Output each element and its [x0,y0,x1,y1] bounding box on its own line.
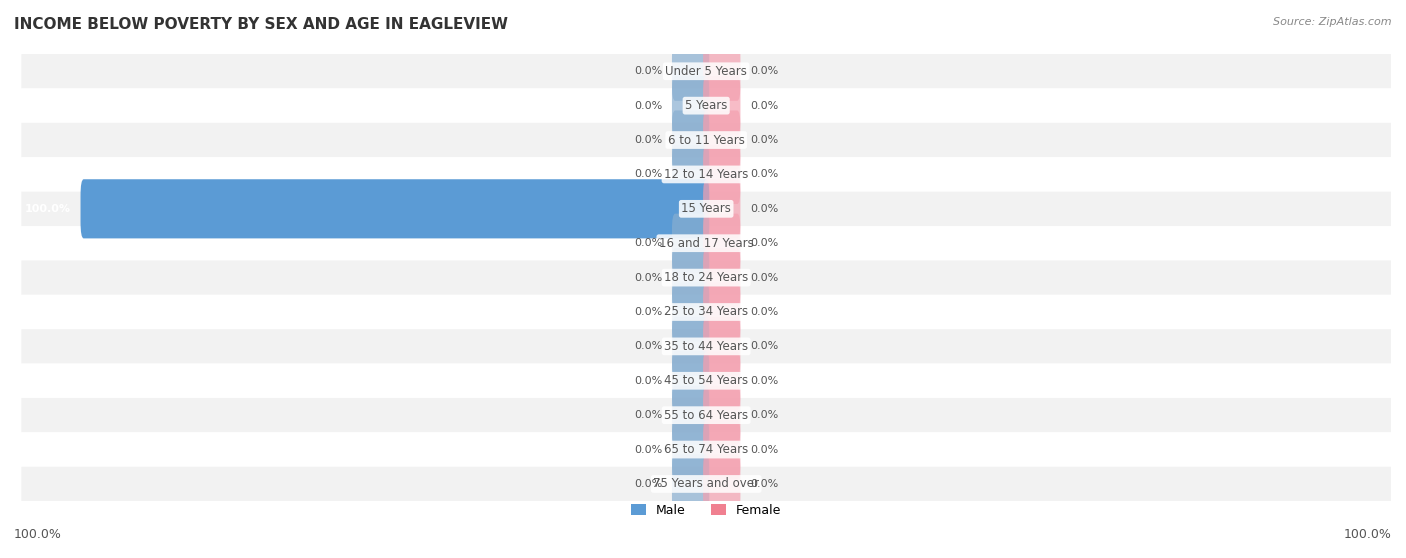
FancyBboxPatch shape [672,110,709,170]
Text: 65 to 74 Years: 65 to 74 Years [664,443,748,456]
FancyBboxPatch shape [21,398,1391,432]
FancyBboxPatch shape [21,54,1391,89]
FancyBboxPatch shape [21,466,1391,501]
FancyBboxPatch shape [703,42,741,101]
Text: 45 to 54 Years: 45 to 54 Years [664,374,748,387]
FancyBboxPatch shape [672,248,709,307]
Text: 0.0%: 0.0% [634,66,662,76]
FancyBboxPatch shape [21,295,1391,329]
Text: 0.0%: 0.0% [749,307,778,317]
FancyBboxPatch shape [703,317,741,376]
Text: 0.0%: 0.0% [749,100,778,110]
Text: 0.0%: 0.0% [634,376,662,386]
Text: 0.0%: 0.0% [749,445,778,455]
FancyBboxPatch shape [672,454,709,513]
FancyBboxPatch shape [703,214,741,273]
Text: 0.0%: 0.0% [749,341,778,352]
Text: 0.0%: 0.0% [634,341,662,352]
Text: 0.0%: 0.0% [634,410,662,420]
Text: 0.0%: 0.0% [634,135,662,145]
Text: 12 to 14 Years: 12 to 14 Years [664,168,748,181]
Text: 75 Years and over: 75 Years and over [654,478,759,490]
FancyBboxPatch shape [672,214,709,273]
FancyBboxPatch shape [703,386,741,445]
FancyBboxPatch shape [21,364,1391,398]
FancyBboxPatch shape [672,386,709,445]
Text: 6 to 11 Years: 6 to 11 Years [668,133,745,147]
Text: 0.0%: 0.0% [749,376,778,386]
Text: 35 to 44 Years: 35 to 44 Years [664,340,748,353]
FancyBboxPatch shape [80,179,709,238]
Legend: Male, Female: Male, Female [626,499,786,522]
Text: 0.0%: 0.0% [634,273,662,282]
FancyBboxPatch shape [21,432,1391,466]
Text: 0.0%: 0.0% [749,238,778,248]
FancyBboxPatch shape [672,351,709,410]
Text: 0.0%: 0.0% [749,135,778,145]
Text: 16 and 17 Years: 16 and 17 Years [659,237,754,250]
Text: 0.0%: 0.0% [634,170,662,180]
Text: Source: ZipAtlas.com: Source: ZipAtlas.com [1274,17,1392,27]
FancyBboxPatch shape [703,282,741,341]
Text: 15 Years: 15 Years [682,203,731,215]
Text: 0.0%: 0.0% [634,238,662,248]
Text: 18 to 24 Years: 18 to 24 Years [664,271,748,284]
Text: INCOME BELOW POVERTY BY SEX AND AGE IN EAGLEVIEW: INCOME BELOW POVERTY BY SEX AND AGE IN E… [14,17,508,32]
Text: 5 Years: 5 Years [685,99,727,112]
FancyBboxPatch shape [703,351,741,410]
Text: 0.0%: 0.0% [749,479,778,489]
Text: 100.0%: 100.0% [1344,528,1392,541]
FancyBboxPatch shape [703,110,741,170]
Text: 100.0%: 100.0% [14,528,62,541]
Text: 100.0%: 100.0% [25,204,72,214]
FancyBboxPatch shape [703,454,741,513]
FancyBboxPatch shape [21,157,1391,191]
FancyBboxPatch shape [672,317,709,376]
Text: 55 to 64 Years: 55 to 64 Years [664,408,748,422]
FancyBboxPatch shape [703,76,741,135]
FancyBboxPatch shape [703,420,741,479]
Text: 0.0%: 0.0% [634,445,662,455]
Text: 0.0%: 0.0% [749,170,778,180]
FancyBboxPatch shape [672,420,709,479]
FancyBboxPatch shape [672,282,709,341]
Text: 0.0%: 0.0% [749,410,778,420]
FancyBboxPatch shape [21,123,1391,157]
FancyBboxPatch shape [672,145,709,204]
Text: Under 5 Years: Under 5 Years [665,65,747,78]
Text: 0.0%: 0.0% [749,66,778,76]
FancyBboxPatch shape [703,248,741,307]
Text: 0.0%: 0.0% [749,273,778,282]
Text: 0.0%: 0.0% [634,100,662,110]
FancyBboxPatch shape [21,191,1391,226]
Text: 0.0%: 0.0% [749,204,778,214]
FancyBboxPatch shape [703,179,741,238]
FancyBboxPatch shape [703,145,741,204]
FancyBboxPatch shape [21,226,1391,261]
Text: 0.0%: 0.0% [634,307,662,317]
Text: 0.0%: 0.0% [634,479,662,489]
FancyBboxPatch shape [21,261,1391,295]
FancyBboxPatch shape [672,76,709,135]
Text: 25 to 34 Years: 25 to 34 Years [664,305,748,319]
FancyBboxPatch shape [672,42,709,101]
FancyBboxPatch shape [21,329,1391,364]
FancyBboxPatch shape [21,89,1391,123]
